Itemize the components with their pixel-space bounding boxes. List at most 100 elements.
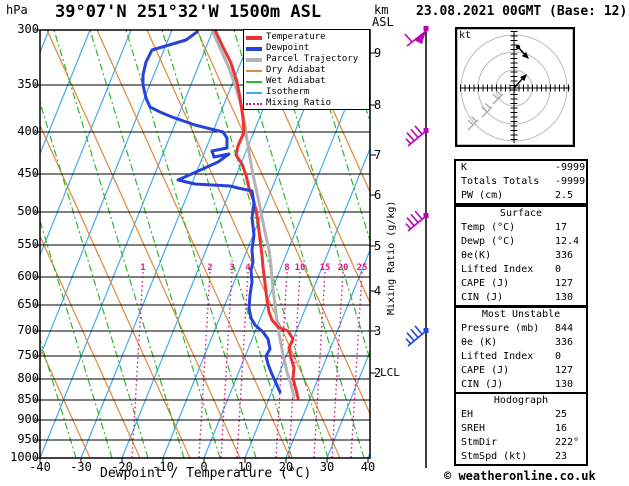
legend-item: Mixing Ratio xyxy=(246,98,331,109)
table-header: Most Unstable xyxy=(481,309,561,320)
pressure-tick-label: 400 xyxy=(17,124,39,138)
table-row: PW (cm) 2.5 xyxy=(456,189,586,203)
row-label: θe (K) xyxy=(461,337,498,348)
km-axis-ticks xyxy=(370,52,376,374)
temp-tick-label: 0 xyxy=(200,460,208,474)
table-row: EH 25 xyxy=(456,408,586,422)
legend-item: Isotherm xyxy=(246,87,309,98)
wind-barb-3km xyxy=(405,325,427,347)
legend-label: Wet Adiabat xyxy=(266,76,326,86)
table-row: StmDir 222° xyxy=(456,436,586,450)
x-axis-title: Dewpoint / Temperature (°C) xyxy=(100,466,312,481)
row-value: 222° xyxy=(555,437,580,448)
row-value: -9999 xyxy=(555,162,586,173)
table-header: Surface xyxy=(499,208,543,219)
legend-item: Parcel Trajectory xyxy=(246,54,358,65)
legend-item: Temperature xyxy=(246,32,326,43)
temperature-curve xyxy=(213,30,300,400)
row-label: CIN (J) xyxy=(461,292,504,303)
wind-barb-station-dot xyxy=(423,213,429,218)
pressure-axis-ticks xyxy=(34,29,40,459)
row-label: SREH xyxy=(461,423,486,434)
mixing-ratio-tick-label: 8 xyxy=(284,263,290,273)
legend-item: Wet Adiabat xyxy=(246,76,326,87)
wind-barb-column xyxy=(404,26,429,468)
hodograph-shear-vectors xyxy=(513,44,529,89)
table-row: K -9999 xyxy=(456,161,586,175)
row-label: Lifted Index xyxy=(461,351,534,362)
pressure-tick-label: 300 xyxy=(17,22,39,36)
pressure-tick-label: 550 xyxy=(17,237,39,251)
row-label: Dewp (°C) xyxy=(461,236,516,247)
pressure-tick-label: 850 xyxy=(17,392,39,406)
legend-label: Parcel Trajectory xyxy=(266,54,359,64)
km-tick-label: 4 xyxy=(374,284,382,298)
mixing-ratio-tick-label: 1 xyxy=(140,263,146,273)
table-row: Temp (°C) 17 xyxy=(456,221,586,235)
legend-label: Dewpoint xyxy=(266,43,310,53)
row-label: EH xyxy=(461,409,474,420)
mixing-ratio-tick-label: 20 xyxy=(337,263,349,273)
indices-table: K -9999 Totals Totals -9999 PW (cm) 2.5 xyxy=(454,159,588,205)
km-tick-label: 3 xyxy=(374,324,382,338)
table-row: θe (K) 336 xyxy=(456,336,586,350)
mixing-ratio-tick-label: 3 xyxy=(229,263,235,273)
mixing-ratio-swatch xyxy=(246,102,262,105)
temp-tick-label: 30 xyxy=(319,460,335,474)
pressure-tick-label: 750 xyxy=(17,348,39,362)
row-value: 336 xyxy=(555,337,574,348)
temp-tick-label: -20 xyxy=(111,460,133,474)
row-value: 130 xyxy=(555,292,574,303)
row-label: CAPE (J) xyxy=(461,365,510,376)
km-tick-label: 5 xyxy=(374,239,382,253)
legend-label: Isotherm xyxy=(266,87,310,97)
row-value: 0 xyxy=(555,264,562,275)
hodograph-wind-barbs xyxy=(467,90,504,131)
copyright-text: © weatheronline.co.uk xyxy=(444,469,596,483)
lcl-label: LCL xyxy=(380,366,400,379)
legend-item: Dewpoint xyxy=(246,43,309,54)
parcel-line-swatch xyxy=(246,57,262,62)
row-value: 127 xyxy=(555,278,574,289)
date-title: 23.08.2021 00GMT (Base: 12) xyxy=(416,4,628,19)
wind-barb-6km xyxy=(405,210,427,232)
km-tick-label: 7 xyxy=(374,148,382,162)
row-value: 2.5 xyxy=(555,190,574,201)
pressure-tick-label: 450 xyxy=(17,166,39,180)
pressure-tick-label: 600 xyxy=(17,269,39,283)
table-row: Lifted Index 0 xyxy=(456,263,586,277)
dry-adiabat-lines xyxy=(40,30,370,458)
surface-table: Surface Temp (°C) 17 Dewp (°C) 12.4 θe(K) 3… xyxy=(454,205,588,307)
row-value: 23 xyxy=(555,451,568,462)
temp-tick-label: -10 xyxy=(152,460,174,474)
temp-tick-label: 40 xyxy=(360,460,376,474)
wind-barb-station-dot xyxy=(423,26,429,31)
temp-tick-label: 20 xyxy=(278,460,294,474)
pressure-tick-label: 800 xyxy=(17,371,39,385)
row-label: Lifted Index xyxy=(461,264,534,275)
row-label: StmSpd (kt) xyxy=(461,451,528,462)
temp-tick-label: -40 xyxy=(29,460,51,474)
wind-barb-station-dot xyxy=(423,328,429,333)
mixing-ratio-axis-label: Mixing Ratio (g/kg) xyxy=(386,200,397,315)
table-row: CAPE (J) 127 xyxy=(456,277,586,291)
km-tick-label: 9 xyxy=(374,46,382,60)
mixing-ratio-tick-label: 4 xyxy=(245,263,251,273)
row-value: 0 xyxy=(555,351,562,362)
row-label: StmDir xyxy=(461,437,498,448)
row-label: Pressure (mb) xyxy=(461,323,540,334)
table-row: CIN (J) 130 xyxy=(456,378,586,392)
row-label: PW (cm) xyxy=(461,190,504,201)
dry-adiabat-swatch xyxy=(246,69,262,72)
dewpoint-line-swatch xyxy=(246,46,262,51)
dewpoint-curve xyxy=(141,30,282,394)
temp-axis-ticks xyxy=(39,458,369,463)
legend-item: Dry Adiabat xyxy=(246,65,326,76)
pressure-tick-label: 650 xyxy=(17,297,39,311)
wind-barb-station-dot xyxy=(423,128,429,133)
most-unstable-table: Most Unstable Pressure (mb) 844 θe (K) 336… xyxy=(454,306,588,394)
row-label: Temp (°C) xyxy=(461,222,516,233)
mixing-ratio-tick-label: 15 xyxy=(319,263,331,273)
